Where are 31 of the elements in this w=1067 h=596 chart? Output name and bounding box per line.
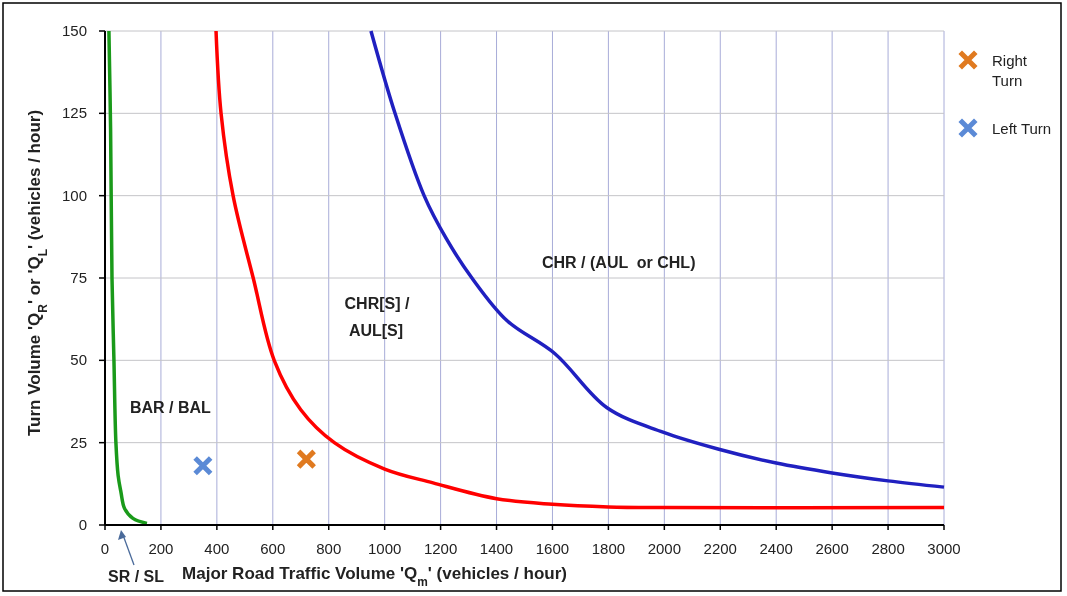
x-tick-label: 600 [260, 540, 286, 557]
x-tick-label: 3000 [927, 540, 961, 557]
y-tick-label: 50 [70, 351, 87, 369]
x-tick-label: 1200 [423, 540, 458, 557]
x-tick-label: 2800 [871, 540, 905, 557]
annotation: BAR / BAL [130, 399, 212, 416]
line-series [214, 29, 946, 510]
y-tick-label: 150 [61, 22, 87, 39]
x-tick-label: 1400 [479, 540, 514, 557]
legend-label: Left Turn [992, 120, 1052, 137]
x-tick-label: 2200 [703, 540, 737, 557]
x-tick-label: 1800 [591, 540, 626, 557]
x-axis-title: Major Road Traffic Volume 'Q$_{m}$' (vehicles / hour) [182, 564, 567, 589]
x-tick-label: 200 [148, 540, 174, 557]
x-tick-label: 1000 [367, 540, 402, 557]
y-tick-label: 75 [70, 269, 87, 286]
x-tick-label: 400 [204, 540, 230, 557]
x-tick-label: 800 [316, 540, 342, 557]
text: SR / SL [108, 568, 165, 585]
x-tick-label: 2400 [759, 540, 793, 557]
annotation: CHR[S] / AUL[S] [344, 295, 410, 339]
y-tick-label: 25 [70, 433, 87, 451]
legend-label: Right Turn [992, 52, 1028, 89]
x-tick-label: 2000 [647, 540, 682, 557]
x-tick-label: 0 [100, 540, 110, 557]
y-tick-label: 125 [61, 104, 87, 122]
y-tick-label: 0 [78, 516, 87, 533]
x-tick-label: 1600 [535, 540, 570, 557]
annotation: CHR / (AUL or CHL) [542, 254, 696, 271]
x-tick-label: 2600 [815, 540, 849, 557]
y-tick-label: 100 [61, 186, 87, 204]
